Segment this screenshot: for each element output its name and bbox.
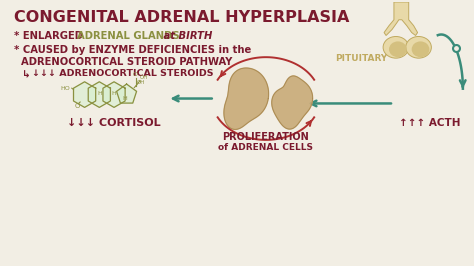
Polygon shape	[117, 84, 137, 103]
Text: OH: OH	[137, 80, 145, 85]
Text: * ENLARGED: * ENLARGED	[14, 31, 86, 41]
Text: H: H	[122, 96, 127, 101]
Text: CONGENITAL ADRENAL HYPERPLASIA: CONGENITAL ADRENAL HYPERPLASIA	[14, 10, 349, 25]
Ellipse shape	[383, 36, 409, 58]
Text: HO: HO	[61, 86, 71, 91]
Text: * CAUSED by ENZYME DEFICIENCIES in the: * CAUSED by ENZYME DEFICIENCIES in the	[14, 45, 251, 55]
Text: of ADRENAL CELLS: of ADRENAL CELLS	[219, 143, 313, 152]
Polygon shape	[272, 76, 313, 129]
Text: ↑↑↑ ACTH: ↑↑↑ ACTH	[399, 118, 460, 128]
Ellipse shape	[411, 41, 429, 57]
Polygon shape	[73, 82, 96, 107]
Ellipse shape	[406, 36, 431, 58]
Text: PITUITARY: PITUITARY	[335, 54, 387, 63]
Text: ↓↓↓ CORTISOL: ↓↓↓ CORTISOL	[67, 118, 161, 128]
Polygon shape	[88, 82, 110, 107]
Text: ↳: ↳	[22, 69, 30, 79]
Text: O: O	[132, 72, 137, 77]
Text: H: H	[112, 91, 117, 96]
Polygon shape	[224, 68, 269, 129]
Text: ADRENOCORTICAL STEROID PATHWAY: ADRENOCORTICAL STEROID PATHWAY	[14, 57, 232, 67]
Text: OH: OH	[140, 75, 148, 80]
Text: at BIRTH: at BIRTH	[160, 31, 212, 41]
Text: ↓↓↓ ADRENOCORTICAL STEROIDS: ↓↓↓ ADRENOCORTICAL STEROIDS	[31, 69, 213, 78]
Text: ADRENAL GLANDS: ADRENAL GLANDS	[77, 31, 180, 41]
Polygon shape	[384, 2, 418, 35]
Polygon shape	[103, 82, 125, 107]
Text: H: H	[97, 91, 102, 96]
Text: PROLIFERATION: PROLIFERATION	[222, 132, 309, 142]
Ellipse shape	[389, 41, 407, 57]
Text: O: O	[74, 103, 80, 109]
